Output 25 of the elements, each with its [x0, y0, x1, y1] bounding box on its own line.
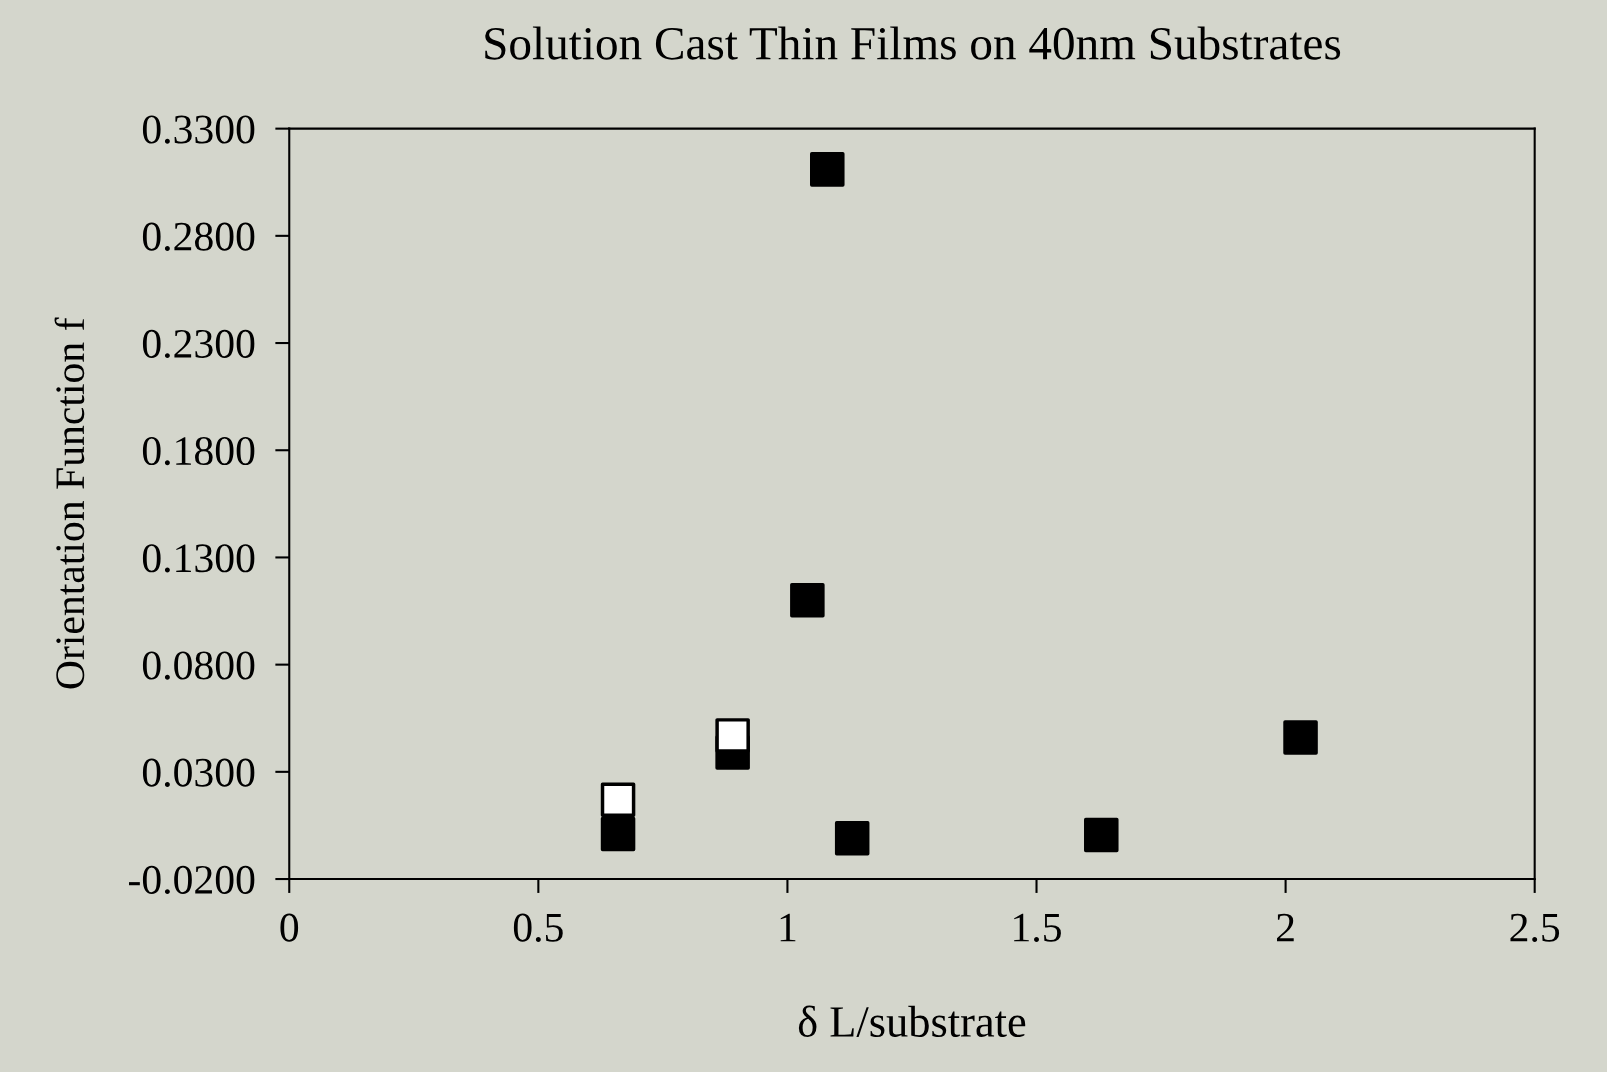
y-tick-label: 0.1300	[142, 544, 255, 573]
x-tick-label: 1.5	[1014, 913, 1061, 942]
point	[1283, 720, 1318, 755]
x-tick-label: 0	[280, 913, 299, 942]
point	[715, 718, 750, 753]
point	[1084, 817, 1119, 853]
point	[790, 583, 825, 618]
y-tick-label: -0.0200	[129, 865, 255, 895]
x-tick-label: 0.5	[513, 913, 563, 942]
chart-title: Solution Cast Thin Films on 40nm Substrates	[485, 26, 1341, 60]
point	[834, 821, 870, 856]
y-axis-title: Orientation Function f	[54, 317, 85, 689]
y-tick-label: 0.3300	[142, 115, 255, 144]
y-tick-label: 0.2300	[142, 329, 255, 359]
point	[810, 152, 845, 187]
x-tick-label: 2	[1277, 913, 1294, 942]
y-tick-label: 0.0300	[142, 758, 255, 787]
point	[600, 816, 636, 852]
x-axis-title: δ L/substrate	[798, 1005, 1026, 1037]
point	[600, 782, 636, 817]
y-tick-label: 0.2800	[142, 222, 255, 251]
x-tick-label: 1	[780, 913, 796, 942]
y-tick-label: 0.1800	[142, 436, 255, 466]
y-tick-label: 0.0800	[142, 651, 255, 680]
x-tick-label: 2.5	[1510, 913, 1560, 942]
